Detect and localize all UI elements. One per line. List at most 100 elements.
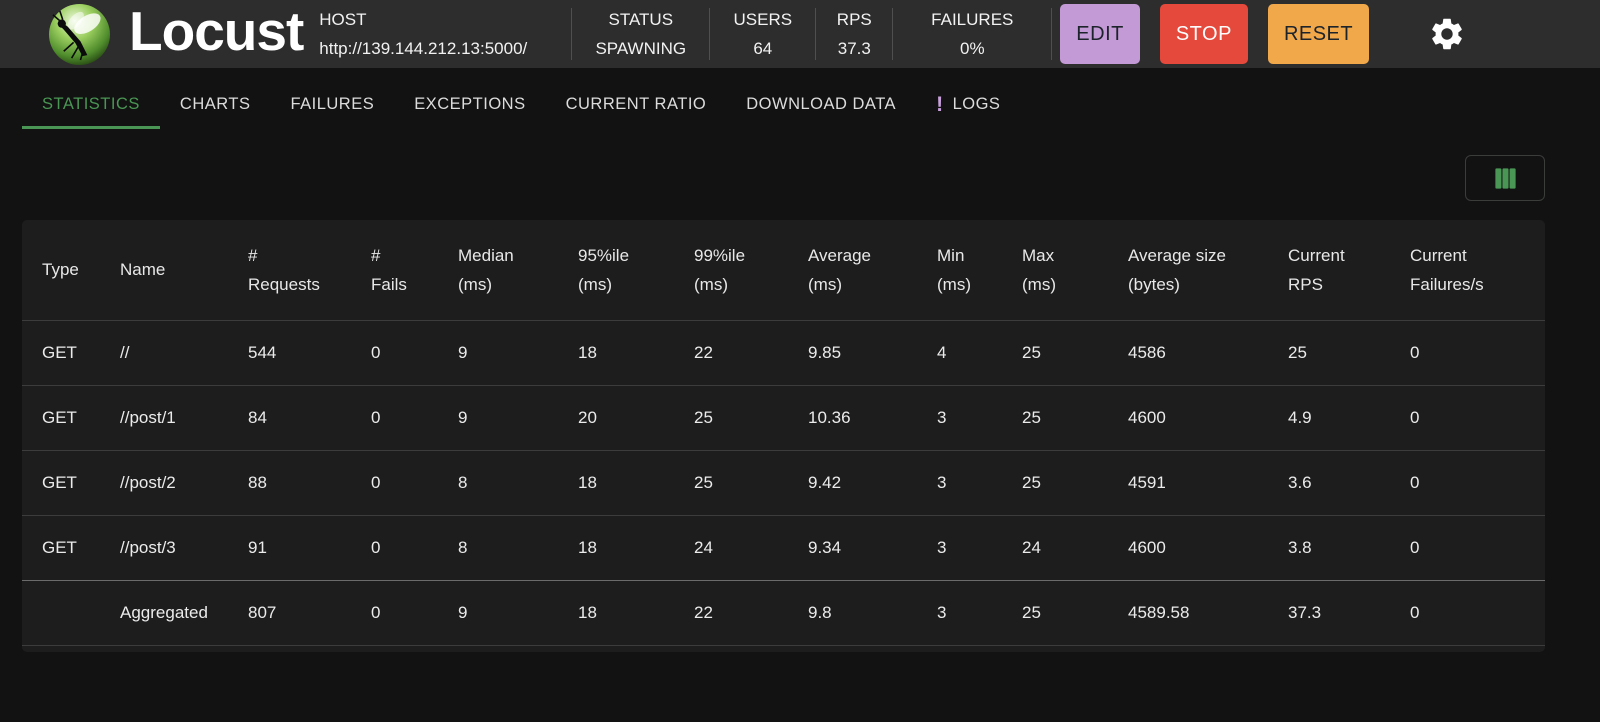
table-row: GET // 544 0 9 18 22 9.85 4 25 4586 25 0 (22, 320, 1545, 385)
table-cell: 9 (458, 407, 468, 427)
table-cell: 4586 (1128, 342, 1166, 362)
tab-statistics[interactable]: STATISTICS (22, 82, 160, 129)
stop-button[interactable]: STOP (1159, 4, 1248, 64)
rps-value: 37.3 (837, 39, 871, 58)
table-cell: 544 (248, 342, 277, 362)
column-header[interactable]: Type (42, 260, 79, 280)
table-cell: 4600 (1128, 407, 1166, 427)
column-header[interactable]: Max (ms) (1022, 245, 1056, 294)
header-divider (571, 8, 573, 60)
table-toolbar (22, 155, 1545, 201)
column-header[interactable]: Name (120, 260, 166, 280)
header-actions: EDIT STOP RESET (1060, 4, 1370, 64)
rps-indicator: RPS 37.3 (816, 5, 892, 63)
table-cell: // (120, 342, 130, 362)
settings-button[interactable] (1425, 12, 1469, 56)
table-cell: 0 (1410, 537, 1420, 557)
column-header[interactable]: Average size (bytes) (1128, 245, 1226, 294)
tab-charts[interactable]: CHARTS (160, 82, 271, 129)
column-header[interactable]: Average (ms) (808, 245, 872, 294)
table-cell: GET (42, 342, 77, 362)
column-header[interactable]: Current Failures/s (1410, 245, 1484, 294)
table-cell: 9.34 (808, 537, 842, 557)
table-cell: 25 (1022, 602, 1041, 622)
header-divider (709, 8, 711, 60)
logo[interactable]: Locust (48, 0, 304, 66)
table-cell: 3 (937, 472, 947, 492)
column-header[interactable]: Min (ms) (937, 245, 971, 294)
table-cell: 3 (937, 407, 947, 427)
tab-bar: STATISTICS CHARTS FAILURES EXCEPTIONS CU… (0, 82, 1600, 129)
app-title: Locust (129, 0, 304, 62)
edit-button[interactable]: EDIT (1060, 4, 1140, 64)
table-cell: //post/3 (120, 537, 176, 557)
app-header: Locust HOST http://139.144.212.13:5000/ … (0, 0, 1600, 68)
reset-button[interactable]: RESET (1267, 4, 1370, 64)
host-block: HOST http://139.144.212.13:5000/ (319, 5, 571, 63)
table-cell: 25 (1022, 407, 1041, 427)
column-header[interactable]: Current RPS (1288, 245, 1345, 294)
column-selector-button[interactable] (1465, 155, 1545, 201)
tab-failures[interactable]: FAILURES (270, 82, 394, 129)
rps-label: RPS (836, 10, 872, 29)
table-cell: 18 (578, 602, 597, 622)
table-cell: 24 (1022, 537, 1041, 557)
status-indicator: STATUS SPAWNING (572, 5, 709, 63)
column-header[interactable]: # Requests (248, 245, 320, 294)
table-cell: 4591 (1128, 472, 1166, 492)
table-cell: 37.3 (1288, 602, 1322, 622)
tab-exceptions[interactable]: EXCEPTIONS (394, 82, 545, 129)
table-cell: 4589.58 (1128, 602, 1190, 622)
table-cell: 0 (371, 537, 381, 557)
users-indicator: USERS 64 (710, 5, 815, 63)
table-cell: //post/1 (120, 407, 176, 427)
statistics-table-card: Type Name # Requests # Fails Median (ms) 95%ile(… (22, 220, 1545, 652)
table-cell: 18 (578, 537, 597, 557)
table-cell: 0 (1410, 602, 1420, 622)
column-header[interactable]: Median (ms) (458, 245, 514, 294)
table-cell: GET (42, 472, 77, 492)
table-header-row: Type Name # Requests # Fails Median (ms) 95%ile(… (22, 220, 1545, 320)
table-cell: 18 (578, 472, 597, 492)
host-url: http://139.144.212.13:5000/ (319, 39, 528, 58)
tab-logs[interactable]: ! LOGS (916, 82, 1020, 129)
table-cell: //post/2 (120, 472, 176, 492)
columns-icon (1494, 167, 1516, 189)
table-cell: 25 (694, 407, 713, 427)
status-value: SPAWNING (595, 39, 687, 58)
table-row: GET //post/3 91 0 8 18 24 9.34 3 24 4600 3.8 0 (22, 515, 1545, 580)
aggregated-row: Aggregated 807 0 9 18 22 9.8 3 25 4589.58 37.3 0 (22, 580, 1545, 645)
table-cell: 9 (458, 602, 468, 622)
host-label: HOST (319, 10, 367, 29)
table-cell: 0 (1410, 342, 1420, 362)
table-cell: 9.8 (808, 602, 832, 622)
table-cell: 25 (1288, 342, 1307, 362)
table-cell: 4.9 (1288, 407, 1312, 427)
table-cell: GET (42, 407, 77, 427)
table-body: GET//544 0 9 18 22 9.85 4 25 4586 25 0 GET//post/1 8… (22, 320, 1545, 645)
tab-label: FAILURES (290, 94, 375, 113)
failures-value: 0% (959, 39, 985, 58)
table-cell: 84 (248, 407, 267, 427)
tab-label: LOGS (952, 94, 1001, 113)
table-cell: 25 (1022, 472, 1041, 492)
tab-current-ratio[interactable]: CURRENT RATIO (546, 82, 727, 129)
users-value: 64 (753, 39, 773, 58)
table-cell: 9 (458, 342, 468, 362)
tab-download-data[interactable]: DOWNLOAD DATA (726, 82, 916, 129)
locust-logo-icon (48, 3, 111, 65)
tab-label: STATISTICS (42, 94, 140, 113)
table-cell: 22 (694, 342, 713, 362)
failures-indicator: FAILURES 0% (893, 5, 1051, 63)
table-cell: 0 (371, 407, 381, 427)
tab-label: DOWNLOAD DATA (746, 94, 897, 113)
table-cell: 4600 (1128, 537, 1166, 557)
column-header[interactable]: # Fails (371, 245, 407, 294)
column-header[interactable]: 99%ile (ms) (694, 245, 746, 294)
table-row: GET //post/1 84 0 9 20 25 10.36 3 25 4600 4.9 0 (22, 385, 1545, 450)
column-header[interactable]: 95%ile (ms) (578, 245, 630, 294)
table-cell: 0 (371, 472, 381, 492)
statistics-table: Type Name # Requests # Fails Median (ms) 95%ile(… (22, 220, 1545, 646)
failures-label: FAILURES (931, 10, 1014, 29)
table-cell (22, 580, 120, 645)
